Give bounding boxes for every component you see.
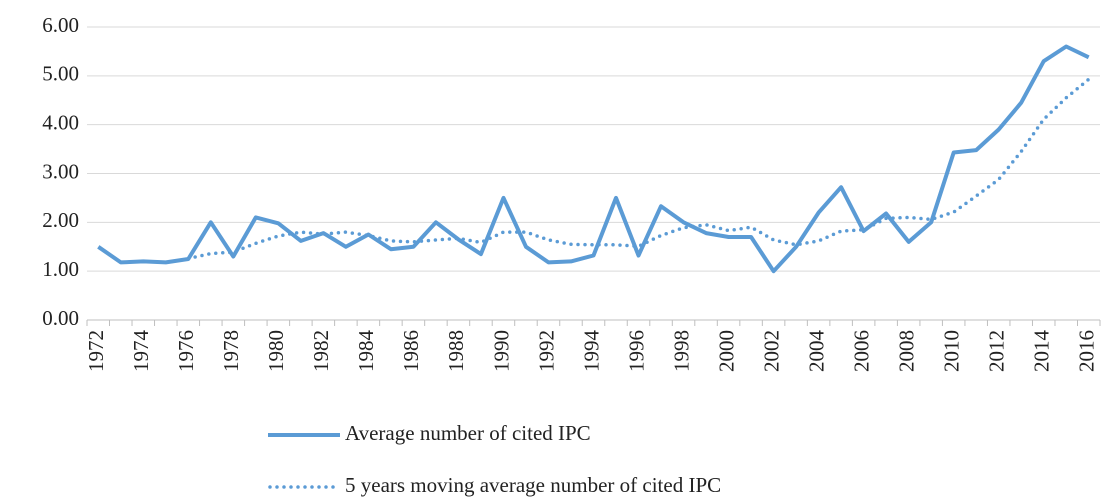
x-tick-label: 2006 xyxy=(849,330,873,372)
x-tick-label: 1980 xyxy=(264,330,288,372)
x-tick-label: 1972 xyxy=(84,330,108,372)
y-tick-label: 4.00 xyxy=(42,110,79,134)
x-tick-label: 1978 xyxy=(219,330,243,372)
y-tick-label: 0.00 xyxy=(42,306,79,330)
x-tick-label: 2016 xyxy=(1075,330,1099,372)
y-tick-label: 5.00 xyxy=(42,62,79,86)
x-tick-label: 1984 xyxy=(354,330,378,373)
x-tick-label: 1982 xyxy=(309,330,333,372)
x-tick-label: 1986 xyxy=(399,330,423,372)
legend-label: Average number of cited IPC xyxy=(345,421,591,445)
x-tick-label: 2010 xyxy=(939,330,963,372)
x-tick-label: 2012 xyxy=(985,330,1009,372)
x-tick-label: 2002 xyxy=(759,330,783,372)
x-tick-label: 2000 xyxy=(714,330,738,372)
x-tick-label: 1998 xyxy=(669,330,693,372)
series-line xyxy=(97,44,1090,274)
series-line xyxy=(186,77,1091,261)
x-tick-label: 2008 xyxy=(894,330,918,372)
x-tick-label: 1976 xyxy=(174,330,198,372)
x-tick-label: 1992 xyxy=(534,330,558,372)
x-tick-label: 1994 xyxy=(579,330,603,373)
x-tick-label: 1988 xyxy=(444,330,468,372)
legend-label: 5 years moving average number of cited I… xyxy=(345,473,721,497)
x-tick-label: 2014 xyxy=(1030,330,1054,373)
y-tick-label: 6.00 xyxy=(42,13,79,37)
y-tick-label: 2.00 xyxy=(42,208,79,232)
x-tick-label: 2004 xyxy=(804,330,828,373)
x-tick-label: 1996 xyxy=(624,330,648,372)
x-tick-label: 1990 xyxy=(489,330,513,372)
y-tick-label: 1.00 xyxy=(42,257,79,281)
y-tick-label: 3.00 xyxy=(42,159,79,183)
x-tick-label: 1974 xyxy=(129,330,153,373)
